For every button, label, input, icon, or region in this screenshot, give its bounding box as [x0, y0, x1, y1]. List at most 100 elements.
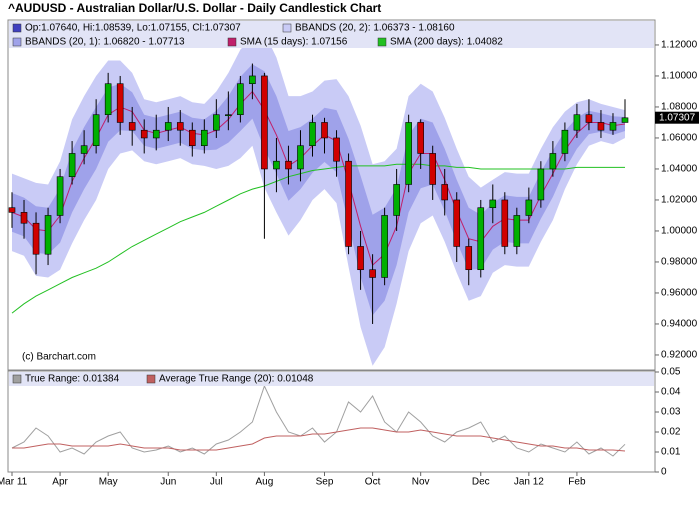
candle-body [561, 129, 569, 154]
y-tick-label: 0 [661, 467, 667, 478]
x-tick-label: Apr [52, 477, 68, 488]
candle-body [225, 114, 232, 117]
last-price-label: 1.07307 [659, 112, 696, 123]
legend-label: BBANDS (20, 2): 1.06373 - 1.08160 [295, 23, 455, 34]
candle-body [249, 75, 256, 85]
legend-swatch [227, 37, 237, 47]
candle-body [273, 160, 280, 170]
x-tick-label: May [99, 477, 118, 488]
indicator-line [11, 384, 626, 457]
candle-body [513, 215, 521, 247]
legend-label: BBANDS (20, 1): 1.06820 - 1.07713 [25, 37, 185, 48]
x-tick-label: Feb [568, 477, 586, 488]
candle-body [585, 114, 593, 123]
candle-body [80, 145, 88, 154]
y-tick-label: 0.05 [661, 367, 681, 378]
candle-body [237, 83, 244, 116]
legend-swatch [12, 37, 22, 47]
range-panel [7, 370, 656, 473]
sma-line [11, 163, 625, 314]
x-tick-label: Mar 11 [0, 477, 28, 488]
candle-body [92, 114, 100, 147]
legend-label: SMA (200 days): 1.04082 [390, 37, 503, 48]
candle-body [441, 184, 449, 201]
candle-body [140, 129, 148, 139]
candle-body [309, 122, 316, 147]
y-tick-label: 1.04000 [661, 164, 698, 175]
y-tick-label: 0.92000 [661, 350, 698, 361]
candle-body [357, 246, 364, 271]
y-tick-label: 1.02000 [661, 195, 698, 206]
y-tick-label: 1.06000 [661, 133, 698, 144]
candle-body [68, 153, 76, 178]
legend-swatch [146, 374, 156, 384]
candle-body [621, 117, 629, 123]
candle-body [609, 122, 617, 131]
candle-body [345, 160, 352, 247]
x-tick-label: Dec [472, 477, 490, 488]
candle-body [321, 122, 328, 139]
y-tick-label: 0.02 [661, 427, 681, 438]
candle-body [213, 114, 220, 131]
y-tick-label: 0.94000 [661, 319, 698, 330]
candle-body [429, 153, 436, 185]
source-note: (c) Barchart.com [22, 352, 96, 363]
candle-body [477, 207, 485, 271]
candle-body [333, 137, 340, 162]
legend-label: SMA (15 days): 1.07156 [240, 37, 348, 48]
y-tick-label: 0.01 [661, 447, 681, 458]
range-legend: True Range: 0.01384 Average True Range (2… [9, 372, 654, 386]
candle-body [393, 184, 400, 216]
candle-body [549, 153, 557, 170]
price-legend: Op:1.07640, Hi:1.08539, Lo:1.07155, Cl:1… [9, 21, 654, 48]
price-plot [8, 32, 629, 366]
candle-body [501, 199, 509, 247]
y-tick-label: 0.96000 [661, 288, 698, 299]
candle-body [537, 168, 545, 201]
legend-label: Average True Range (20): 0.01048 [159, 374, 314, 385]
y-tick-label: 0.98000 [661, 257, 698, 268]
candle-body [44, 215, 52, 255]
last-price-box [655, 111, 699, 124]
candle-body [164, 122, 172, 131]
x-tick-label: Oct [365, 477, 381, 488]
candle-body [20, 212, 28, 224]
candle-body [465, 246, 473, 271]
legend-swatch [12, 374, 22, 384]
candle-body [104, 83, 112, 116]
legend-swatch [12, 23, 22, 33]
legend-label: True Range: 0.01384 [25, 374, 120, 385]
legend-swatch [377, 37, 387, 47]
legend-swatch [282, 23, 292, 33]
candle-body [597, 122, 605, 131]
indicator-line [12, 427, 626, 452]
y-tick-label: 0.03 [661, 407, 681, 418]
candle-body [56, 176, 64, 216]
candle-body [405, 122, 412, 185]
x-tick-label: Jul [210, 477, 223, 488]
candle-body [116, 83, 124, 123]
x-tick-label: Aug [256, 477, 274, 488]
y-tick-label: 1.12000 [661, 40, 698, 51]
x-tick-label: Nov [412, 477, 430, 488]
axes: 0.92000 0.94000 0.96000 0.98000 1.00000 1.020… [0, 40, 699, 488]
candle-body [152, 129, 160, 139]
candle-body [201, 129, 208, 147]
candle-body [188, 129, 196, 147]
candle-body [176, 122, 184, 131]
candle-body [8, 207, 16, 213]
y-tick-label: 0.04 [661, 387, 681, 398]
x-tick-label: Jun [160, 477, 176, 488]
candle-body [128, 122, 136, 131]
y-tick-label: 1.10000 [661, 71, 698, 82]
x-tick-label: Jan 12 [514, 477, 544, 488]
candle-body [573, 114, 581, 131]
candle-body [453, 199, 461, 247]
candle-body [489, 199, 497, 209]
candle-body [525, 199, 533, 216]
sma-line [11, 90, 626, 266]
candle-body [32, 222, 40, 255]
x-tick-label: Sep [316, 477, 334, 488]
candle-body [285, 160, 292, 170]
